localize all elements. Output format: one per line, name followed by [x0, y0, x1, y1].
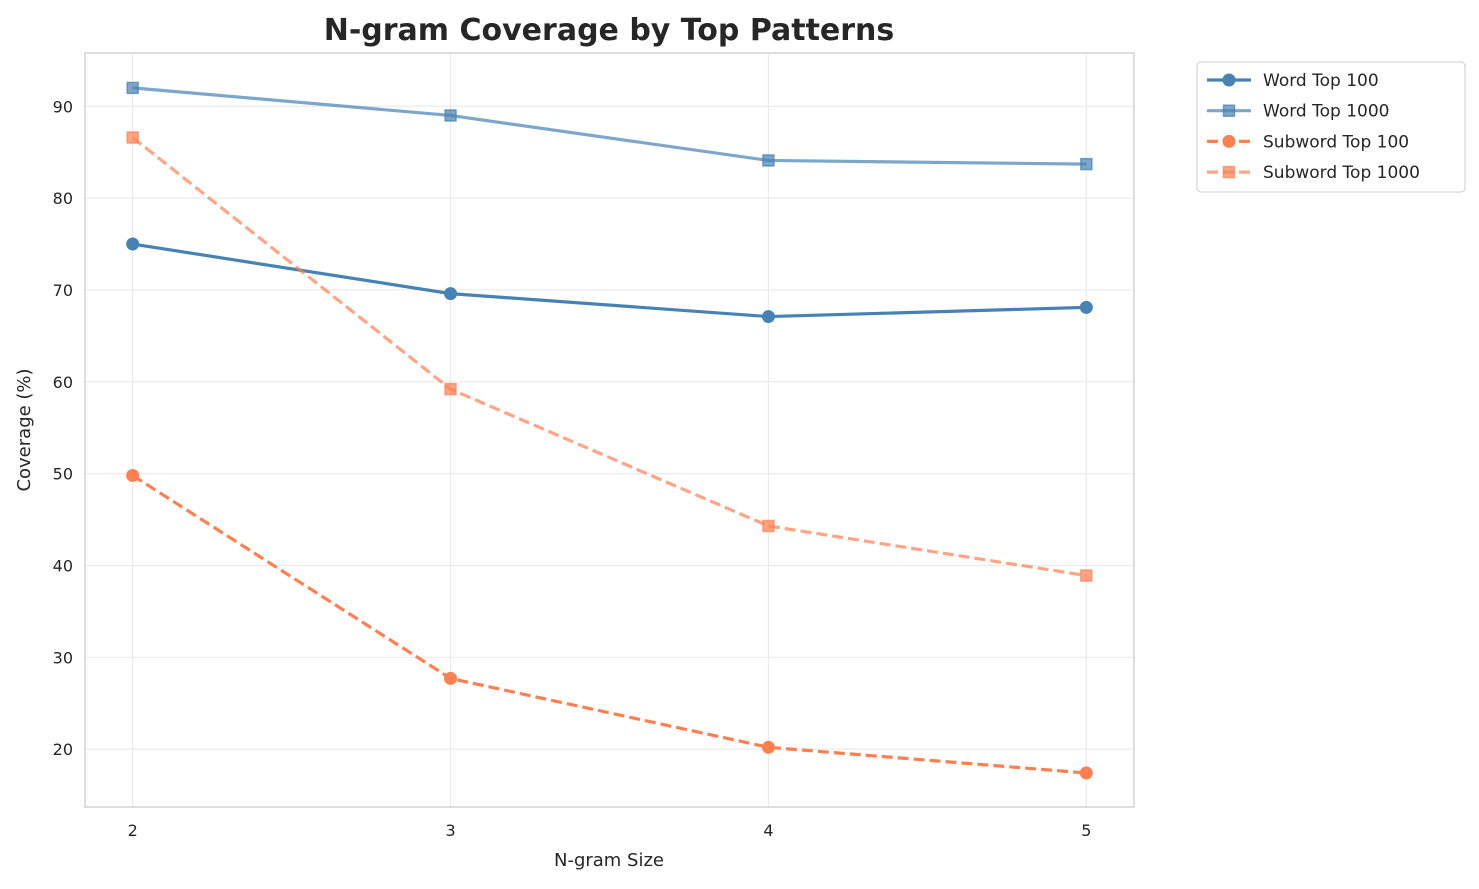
series-word-top-100 — [126, 237, 1093, 324]
data-point — [761, 310, 775, 324]
legend-label: Word Top 100 — [1263, 71, 1379, 91]
legend-label: Word Top 1000 — [1263, 102, 1389, 122]
chart-title: N-gram Coverage by Top Patterns — [324, 13, 895, 48]
data-point — [1079, 300, 1093, 314]
data-point — [126, 468, 140, 482]
y-axis-label: Coverage (%) — [14, 368, 35, 491]
series-line — [132, 242, 1087, 319]
x-tick-label: 2 — [128, 821, 138, 840]
series-group — [126, 81, 1093, 780]
legend-marker — [1222, 165, 1236, 179]
series-word-top-1000 — [126, 81, 1093, 171]
x-axis-label: N-gram Size — [554, 850, 664, 871]
data-point — [1080, 569, 1093, 582]
data-point — [126, 131, 139, 144]
data-point — [762, 519, 775, 533]
data-point — [1079, 766, 1093, 780]
y-tick-label: 40 — [53, 556, 73, 575]
series-line — [131, 474, 1087, 775]
series-line — [132, 86, 1087, 166]
data-point — [126, 81, 139, 95]
data-point — [761, 740, 775, 754]
legend-marker — [1222, 73, 1236, 87]
y-tick-label: 90 — [53, 97, 73, 116]
legend-label: Subword Top 100 — [1263, 132, 1409, 152]
data-point — [444, 287, 458, 301]
data-point — [444, 382, 457, 396]
y-tick-label: 20 — [53, 740, 73, 759]
x-tick-label: 5 — [1081, 821, 1091, 840]
legend-label: Subword Top 1000 — [1263, 163, 1420, 183]
legend-marker — [1222, 104, 1236, 117]
y-tick-label: 80 — [53, 189, 73, 208]
y-tick-label: 30 — [53, 648, 73, 667]
series-subword-top-1000 — [126, 131, 1093, 582]
data-point — [1080, 157, 1093, 171]
legend: Word Top 100 Word Top 1000 Subword Top 100… — [1196, 61, 1466, 193]
series-line — [131, 136, 1087, 578]
data-point — [126, 237, 140, 251]
y-tick-label: 60 — [53, 373, 73, 392]
series-subword-top-100 — [126, 468, 1093, 780]
grid — [85, 53, 1134, 807]
plot-frame — [84, 52, 1135, 808]
data-point — [444, 671, 458, 685]
y-tick-label: 50 — [53, 465, 73, 484]
y-tick-label: 70 — [53, 281, 73, 300]
data-point — [762, 154, 775, 167]
x-tick-label: 3 — [445, 821, 455, 840]
data-point — [444, 109, 457, 122]
x-tick-label: 4 — [763, 821, 773, 840]
legend-box — [1196, 61, 1466, 193]
legend-marker — [1222, 134, 1236, 148]
tick-labels: 2 3 4 5 20 30 40 50 60 70 80 90 — [53, 97, 1092, 840]
